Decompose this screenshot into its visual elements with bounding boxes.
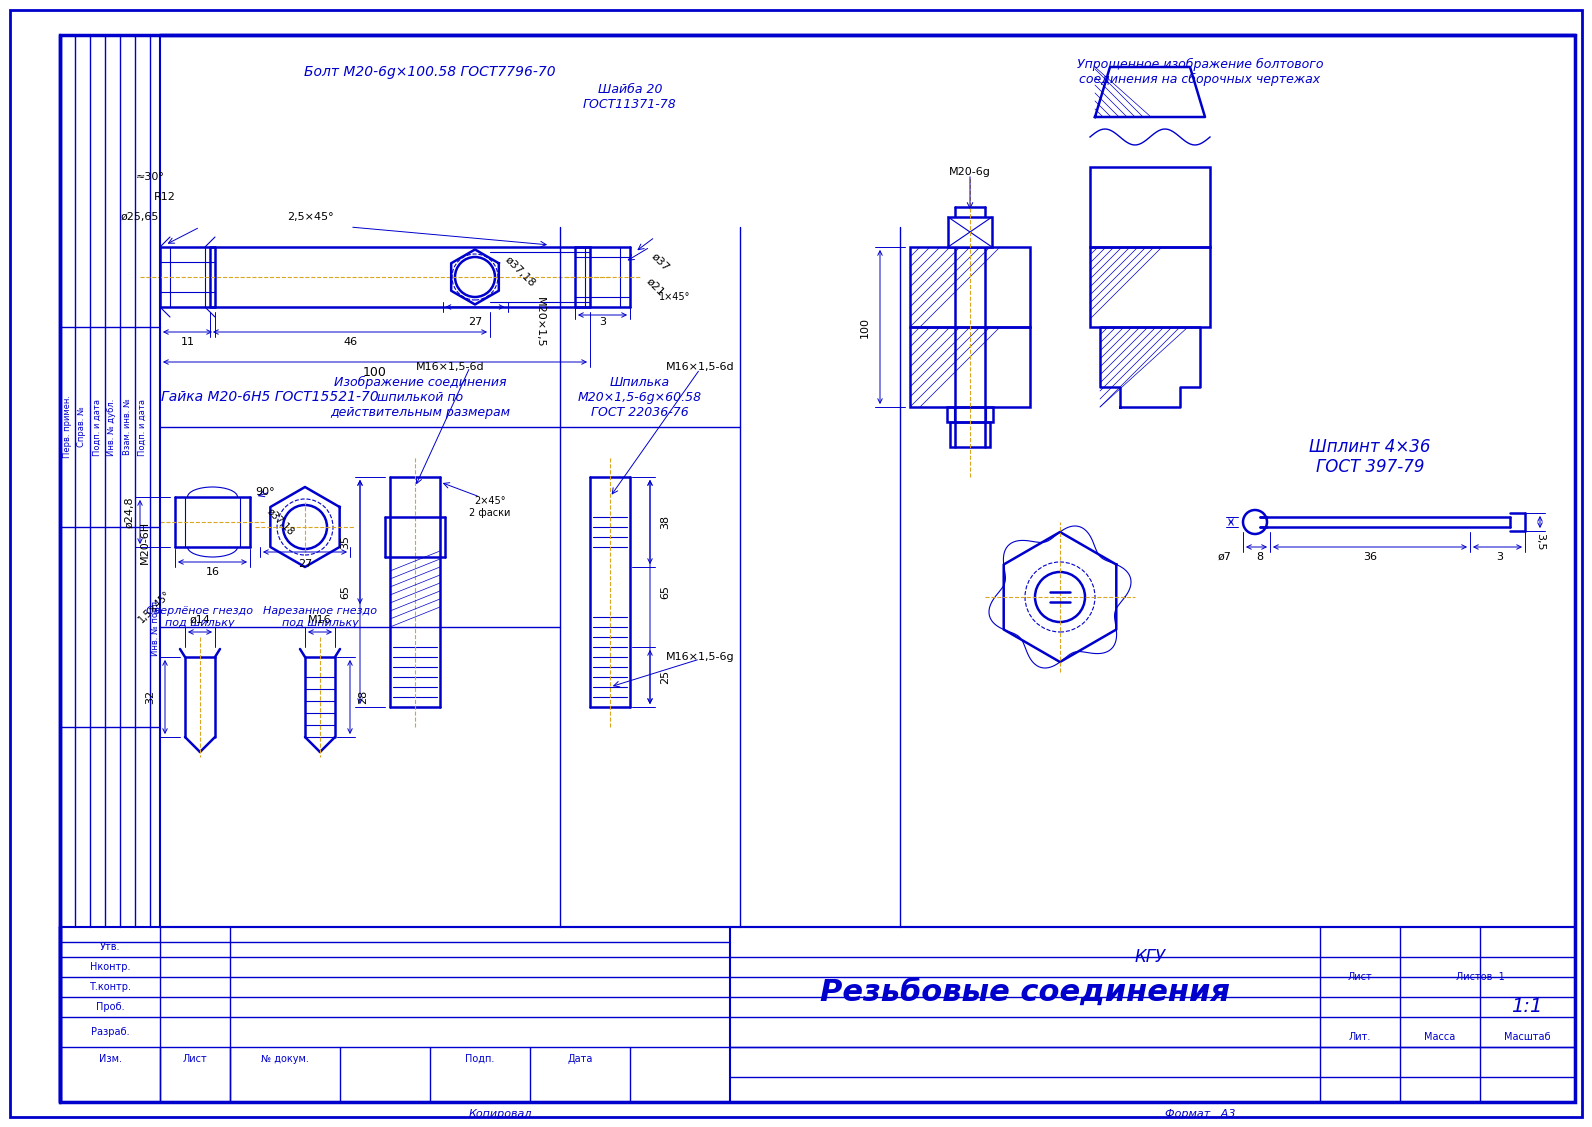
Text: 1,5×45°: 1,5×45°	[137, 589, 174, 625]
Text: Лист: Лист	[183, 1054, 207, 1064]
Text: Проб.: Проб.	[96, 1002, 124, 1012]
Text: М20×1,5: М20×1,5	[535, 296, 544, 347]
Text: 28: 28	[358, 690, 368, 704]
Text: 36: 36	[1363, 552, 1377, 562]
Text: Лит.: Лит.	[1348, 1032, 1371, 1042]
Text: 1×45°: 1×45°	[659, 292, 691, 302]
Text: Копировал: Копировал	[468, 1109, 532, 1119]
Text: Масштаб: Масштаб	[1504, 1032, 1551, 1042]
Text: Т.контр.: Т.контр.	[89, 982, 131, 992]
Text: ø24,8: ø24,8	[126, 496, 135, 527]
Text: Сверлёное гнездо
под шильку: Сверлёное гнездо под шильку	[146, 606, 253, 628]
Text: Подп. и дата: Подп. и дата	[92, 399, 102, 455]
Bar	[60, 928, 1574, 1102]
Text: Подп.: Подп.	[465, 1054, 495, 1064]
Bar	[947, 218, 992, 247]
Text: 3,5: 3,5	[1535, 533, 1544, 551]
Text: ø37,18: ø37,18	[264, 506, 296, 538]
Text: ø14: ø14	[189, 615, 210, 625]
Text: 90°: 90°	[255, 487, 275, 497]
Text: 35: 35	[341, 535, 350, 549]
Text: Подп. и дата: Подп. и дата	[137, 399, 146, 455]
Text: ø25,65: ø25,65	[121, 212, 159, 222]
Text: Инв. № подл.: Инв. № подл.	[151, 598, 159, 656]
Bar	[161, 35, 1574, 928]
Text: 2,5×45°: 2,5×45°	[287, 212, 333, 222]
Bar	[947, 407, 993, 421]
Text: 32: 32	[145, 690, 154, 704]
Text: 1:1: 1:1	[1511, 997, 1543, 1017]
Text: ø7: ø7	[1218, 552, 1232, 562]
Text: 3: 3	[1496, 552, 1503, 562]
Text: Нарезанное гнездо
под шпильку: Нарезанное гнездо под шпильку	[263, 606, 377, 628]
Text: Взам. инв. №: Взам. инв. №	[123, 399, 132, 455]
Text: Масса: Масса	[1425, 1032, 1455, 1042]
Text: Листов  1: Листов 1	[1455, 971, 1504, 982]
Text: 65: 65	[661, 585, 670, 598]
Text: Утв.: Утв.	[100, 942, 121, 952]
Text: Изображение соединения
шпилькой по
действительным размерам: Изображение соединения шпилькой по дейст…	[330, 375, 509, 418]
Text: ≈30°: ≈30°	[135, 172, 164, 181]
Bar	[1091, 247, 1210, 327]
Text: 100: 100	[363, 365, 387, 379]
Text: 65: 65	[341, 585, 350, 598]
Text: 27: 27	[298, 559, 312, 569]
Text: М16×1,5-6d: М16×1,5-6d	[416, 362, 484, 372]
Polygon shape	[1095, 66, 1205, 117]
Text: № докум.: № докум.	[261, 1054, 309, 1064]
Text: ø37,18: ø37,18	[503, 255, 537, 290]
Text: 16: 16	[205, 567, 220, 577]
Text: Упрощенное изображение болтового
соединения на сборочных чертежах: Упрощенное изображение болтового соедине…	[1076, 57, 1323, 86]
Text: Резьбовые соединения: Резьбовые соединения	[820, 977, 1231, 1006]
Text: М20-6Н: М20-6Н	[140, 521, 150, 564]
Text: 3: 3	[599, 317, 607, 327]
Text: ø37: ø37	[650, 251, 670, 273]
Text: Справ. №: Справ. №	[78, 407, 86, 447]
Text: ø21: ø21	[645, 276, 665, 298]
Text: 27: 27	[468, 317, 482, 327]
Text: Нконтр.: Нконтр.	[89, 962, 131, 971]
Text: Перв. примен.: Перв. примен.	[62, 396, 72, 459]
Text: Разраб.: Разраб.	[91, 1027, 129, 1037]
Text: Гайка М20-6H5 ГОСТ15521-70: Гайка М20-6H5 ГОСТ15521-70	[161, 390, 379, 403]
Text: 46: 46	[342, 337, 357, 347]
Bar	[911, 247, 1030, 327]
Text: Болт М20-6g×100.58 ГОСТ7796-70: Болт М20-6g×100.58 ГОСТ7796-70	[304, 65, 556, 79]
Text: Изм.: Изм.	[99, 1054, 121, 1064]
Text: М16×1,5-6d: М16×1,5-6d	[665, 362, 734, 372]
Text: 100: 100	[860, 317, 869, 337]
Text: Шплинт 4×36
ГОСТ 397-79: Шплинт 4×36 ГОСТ 397-79	[1309, 437, 1431, 477]
Text: Шайба 20
ГОСТ11371-78: Шайба 20 ГОСТ11371-78	[583, 83, 677, 110]
Text: 11: 11	[180, 337, 194, 347]
Text: 25: 25	[661, 669, 670, 684]
Text: Лист: Лист	[1347, 971, 1372, 982]
Text: 38: 38	[661, 515, 670, 529]
Text: Шпилька
М20×1,5-6g×60.58
ГОСТ 22036-76: Шпилька М20×1,5-6g×60.58 ГОСТ 22036-76	[578, 375, 702, 418]
Bar	[1091, 167, 1210, 247]
Text: Инв. № дубл.: Инв. № дубл.	[108, 398, 116, 455]
Text: М16×1,5-6g: М16×1,5-6g	[665, 653, 734, 662]
Bar	[950, 421, 990, 447]
Text: КГУ: КГУ	[1135, 948, 1165, 966]
Text: Формат   А3: Формат А3	[1165, 1109, 1235, 1119]
Text: М16: М16	[309, 615, 331, 625]
Text: R12: R12	[154, 192, 177, 202]
Text: М20-6g: М20-6g	[949, 167, 990, 177]
Bar	[911, 327, 1030, 407]
Text: Дата: Дата	[567, 1054, 592, 1064]
Text: 8: 8	[1256, 552, 1264, 562]
Text: 2×45°
2 фаски: 2×45° 2 фаски	[470, 496, 511, 517]
